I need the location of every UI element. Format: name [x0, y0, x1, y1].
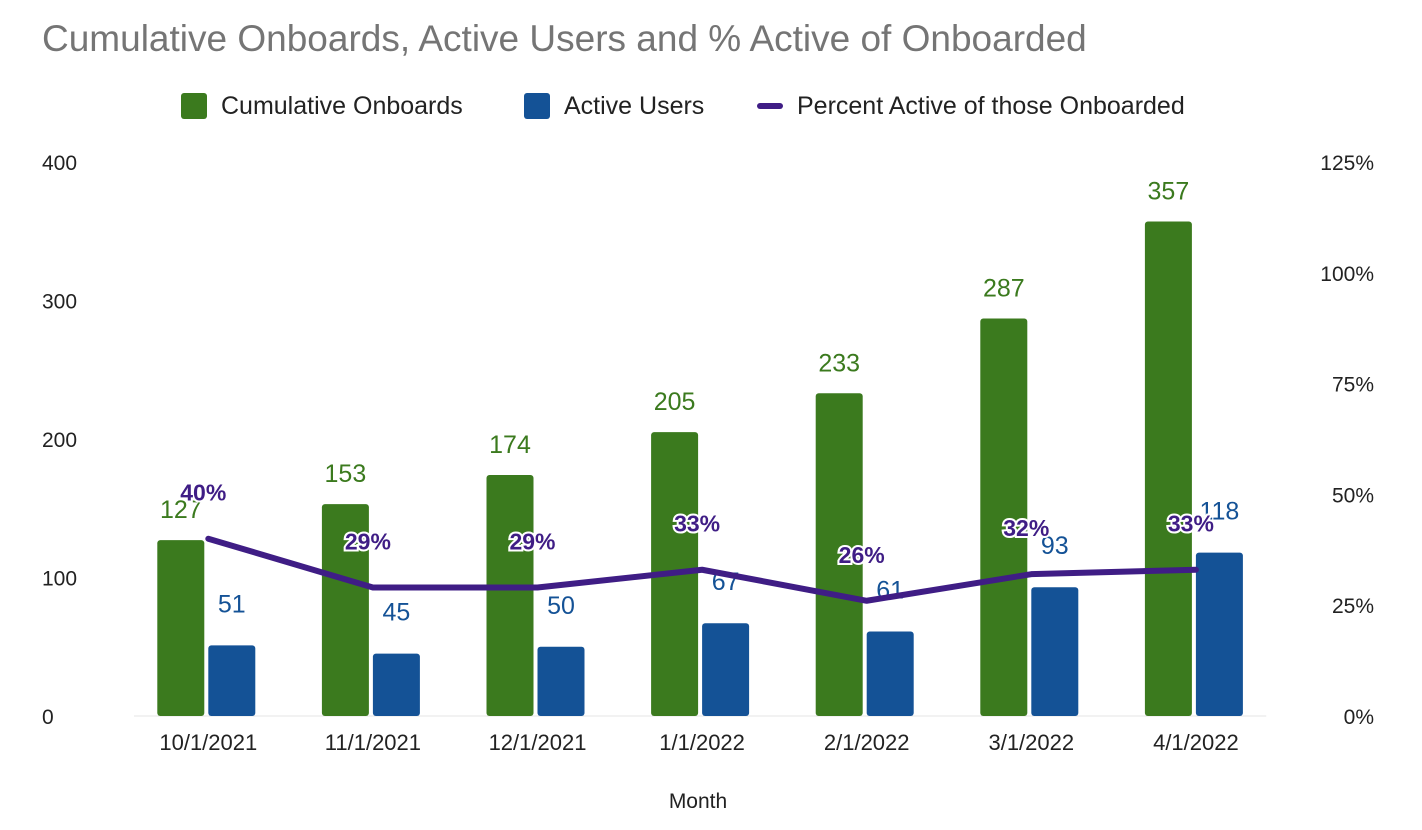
data-label-cumulative-onboards: 205: [654, 388, 696, 416]
y-axis-tick-label: 0: [42, 706, 54, 729]
data-label-cumulative-onboards: 174: [489, 431, 531, 459]
data-label-active-users: 50: [547, 592, 575, 620]
legend-swatch-green: [181, 93, 207, 119]
y-axis-tick-label: 100: [42, 568, 77, 591]
bar-cumulative-onboards: [321, 504, 369, 716]
data-label-percent-active: 32%: [1003, 515, 1049, 541]
x-axis-tick-label: 12/1/2021: [489, 730, 587, 755]
y2-axis-tick-label: 50%: [1332, 484, 1374, 507]
legend-swatch-blue: [524, 93, 550, 119]
bar-active-users: [208, 645, 256, 716]
legend-label: Cumulative Onboards: [221, 91, 463, 120]
y2-axis-tick-label: 125%: [1320, 152, 1374, 175]
legend-label: Active Users: [564, 91, 705, 120]
bar-active-users: [537, 646, 585, 716]
bar-cumulative-onboards: [157, 540, 205, 716]
y-axis-tick-label: 200: [42, 429, 77, 452]
y-axis-tick-label: 400: [42, 152, 77, 175]
data-label-cumulative-onboards: 287: [983, 275, 1025, 303]
data-label-percent-active: 33%: [1168, 511, 1214, 537]
y2-axis-tick-label: 0%: [1344, 706, 1374, 729]
legend-item-cumulative-onboards[interactable]: Cumulative Onboards: [181, 88, 463, 124]
legend: Cumulative Onboards Active Users Percent…: [0, 88, 1422, 124]
x-axis-tick-label: 3/1/2022: [988, 730, 1074, 755]
bar-active-users: [1031, 587, 1079, 716]
data-label-cumulative-onboards: 127: [160, 496, 202, 524]
x-axis-tick-label: 4/1/2022: [1153, 730, 1239, 755]
data-label-active-users: 51: [218, 590, 246, 618]
bar-cumulative-onboards: [980, 318, 1028, 716]
bar-active-users: [1195, 552, 1243, 716]
data-label-percent-active: 29%: [345, 528, 391, 554]
data-label-active-users: 93: [1041, 532, 1069, 560]
y2-axis-tick-label: 25%: [1332, 595, 1374, 618]
data-label-cumulative-onboards: 233: [818, 349, 860, 377]
data-label-active-users: 118: [1199, 498, 1239, 526]
legend-label: Percent Active of those Onboarded: [797, 91, 1185, 120]
x-axis-tick-label: 2/1/2022: [824, 730, 910, 755]
bar-active-users: [866, 631, 914, 716]
data-label-percent-active: 29%: [509, 528, 555, 554]
x-axis-tick-label: 10/1/2021: [159, 730, 257, 755]
y2-axis-tick-label: 100%: [1320, 263, 1374, 286]
data-label-percent-active: 33%: [674, 511, 720, 537]
bar-cumulative-onboards: [815, 393, 863, 716]
bar-cumulative-onboards: [1144, 221, 1192, 716]
data-label-cumulative-onboards: 357: [1148, 178, 1190, 206]
data-label-percent-active: 40%: [180, 480, 226, 506]
x-axis-tick-label: 1/1/2022: [659, 730, 745, 755]
bar-active-users: [372, 653, 420, 716]
data-label-cumulative-onboards: 153: [325, 460, 367, 488]
legend-line-purple: [757, 103, 783, 109]
data-label-percent-active: 26%: [839, 542, 885, 568]
bar-cumulative-onboards: [486, 475, 534, 716]
bar-active-users: [702, 623, 750, 716]
data-label-active-users: 45: [382, 599, 410, 627]
x-axis-tick-label: 11/1/2021: [325, 730, 421, 755]
legend-item-active-users[interactable]: Active Users: [524, 88, 704, 124]
y2-axis-tick-label: 75%: [1332, 374, 1374, 397]
legend-item-percent-active[interactable]: Percent Active of those Onboarded: [757, 88, 1185, 124]
chart-title: Cumulative Onboards, Active Users and % …: [42, 18, 1087, 59]
x-axis-label: Month: [669, 790, 727, 813]
y-axis-tick-label: 300: [42, 291, 77, 314]
